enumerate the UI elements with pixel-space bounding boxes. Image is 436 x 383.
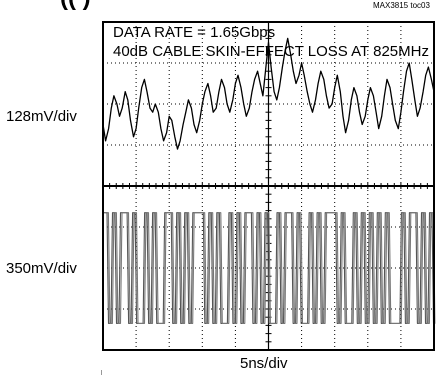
output-trace-overlay xyxy=(104,212,436,324)
figure-id: MAX3815 toc03 xyxy=(373,1,430,10)
traces xyxy=(102,37,436,324)
annotation-data-rate: DATA RATE = 1.65Gbps xyxy=(113,24,276,41)
clipped-title: (( ) xyxy=(60,0,420,12)
bottom-trace-scale-label: 350mV/div xyxy=(6,260,77,277)
top-trace-scale-label: 128mV/div xyxy=(6,108,77,125)
input-trace-line xyxy=(102,37,435,150)
corner-tick xyxy=(101,370,104,375)
time-scale-label: 5ns/div xyxy=(240,355,288,372)
annotation-cable-loss: 40dB CABLE SKIN-EFFECT LOSS AT 825MHz xyxy=(113,43,429,60)
